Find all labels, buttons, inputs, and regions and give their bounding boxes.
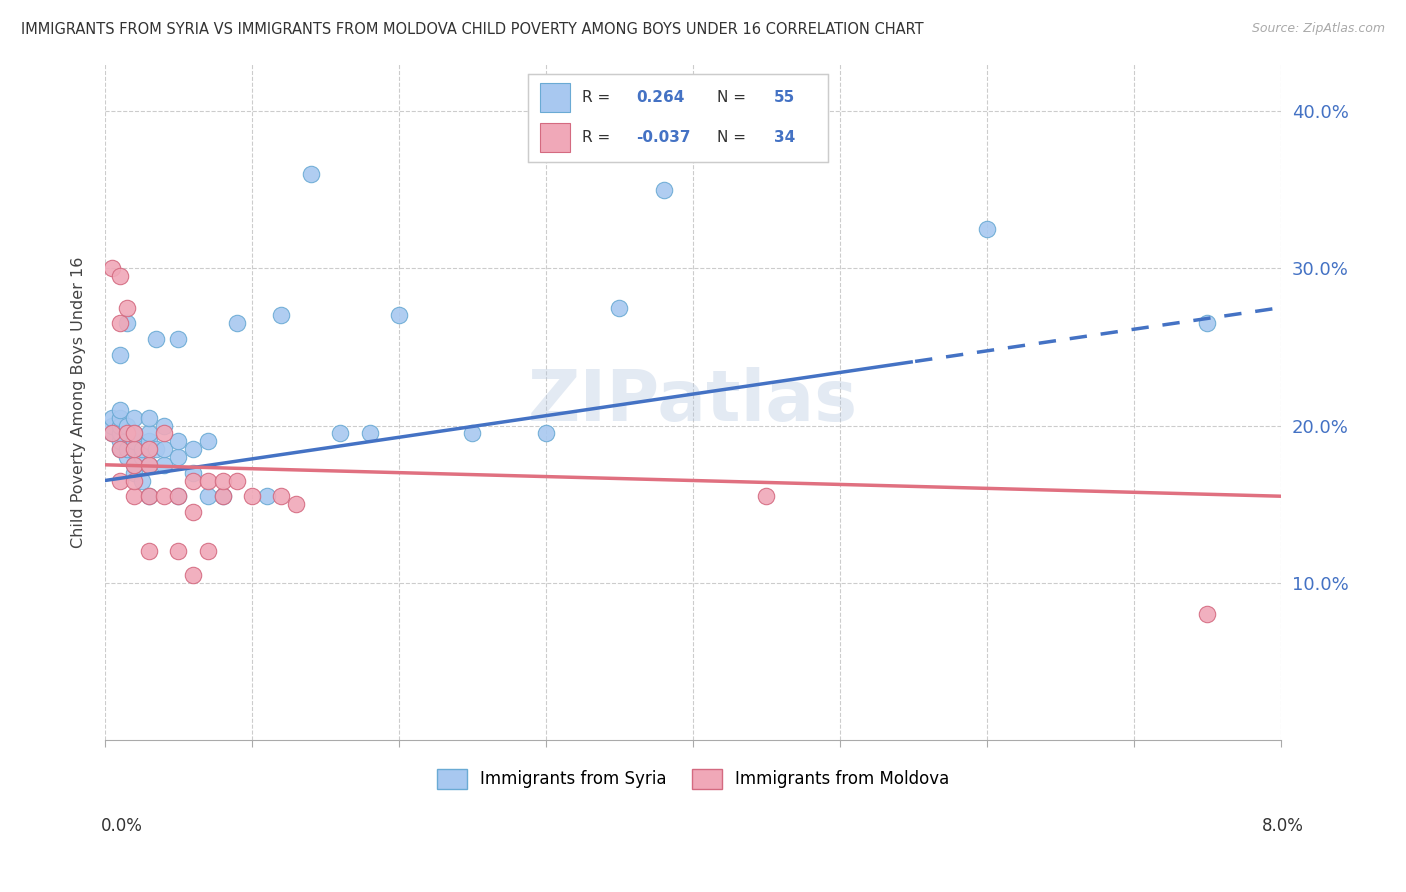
Point bbox=[211, 474, 233, 488]
Text: IMMIGRANTS FROM SYRIA VS IMMIGRANTS FROM MOLDOVA CHILD POVERTY AMONG BOYS UNDER : IMMIGRANTS FROM SYRIA VS IMMIGRANTS FROM… bbox=[21, 22, 924, 37]
Point bbox=[131, 474, 153, 488]
Point bbox=[270, 489, 292, 503]
Point bbox=[108, 418, 131, 433]
Point bbox=[226, 317, 249, 331]
Point bbox=[152, 489, 174, 503]
Point bbox=[115, 450, 138, 464]
Point bbox=[108, 402, 131, 417]
Point bbox=[115, 418, 138, 433]
Legend: Immigrants from Syria, Immigrants from Moldova: Immigrants from Syria, Immigrants from M… bbox=[430, 762, 956, 796]
Point bbox=[652, 183, 675, 197]
Point bbox=[197, 434, 219, 449]
Point bbox=[167, 450, 190, 464]
Point bbox=[145, 442, 167, 456]
Point bbox=[197, 544, 219, 558]
Point bbox=[108, 434, 131, 449]
Point bbox=[138, 489, 160, 503]
Point bbox=[138, 489, 160, 503]
Point bbox=[755, 489, 778, 503]
Point bbox=[359, 426, 381, 441]
Point bbox=[101, 426, 124, 441]
Point bbox=[167, 544, 190, 558]
Point bbox=[101, 410, 124, 425]
Point bbox=[131, 450, 153, 464]
Point bbox=[108, 269, 131, 284]
Point bbox=[124, 442, 146, 456]
Point bbox=[167, 489, 190, 503]
Point bbox=[138, 458, 160, 472]
Point bbox=[285, 497, 308, 511]
Point bbox=[167, 434, 190, 449]
Point bbox=[124, 442, 146, 456]
Point bbox=[124, 426, 146, 441]
Point bbox=[115, 317, 138, 331]
Point bbox=[131, 442, 153, 456]
Point bbox=[138, 434, 160, 449]
Point bbox=[108, 426, 131, 441]
Point bbox=[138, 410, 160, 425]
Point bbox=[101, 418, 124, 433]
Point bbox=[124, 410, 146, 425]
Point bbox=[115, 426, 138, 441]
Point bbox=[329, 426, 352, 441]
Point bbox=[124, 426, 146, 441]
Point bbox=[145, 332, 167, 346]
Point bbox=[124, 458, 146, 472]
Point bbox=[152, 418, 174, 433]
Point bbox=[181, 567, 204, 582]
Point bbox=[1197, 317, 1219, 331]
Point bbox=[101, 426, 124, 441]
Point bbox=[124, 489, 146, 503]
Point bbox=[609, 301, 631, 315]
Point bbox=[108, 410, 131, 425]
Point bbox=[152, 426, 174, 441]
Point bbox=[138, 426, 160, 441]
Point bbox=[115, 301, 138, 315]
Text: ZIPatlas: ZIPatlas bbox=[527, 368, 858, 436]
Point bbox=[108, 442, 131, 456]
Point bbox=[124, 458, 146, 472]
Point bbox=[1197, 607, 1219, 621]
Point bbox=[226, 474, 249, 488]
Text: 8.0%: 8.0% bbox=[1261, 817, 1303, 835]
Point bbox=[211, 489, 233, 503]
Point bbox=[270, 309, 292, 323]
Point bbox=[197, 474, 219, 488]
Point bbox=[108, 348, 131, 362]
Point bbox=[115, 442, 138, 456]
Point bbox=[152, 458, 174, 472]
Point bbox=[240, 489, 263, 503]
Point bbox=[181, 505, 204, 519]
Point bbox=[108, 317, 131, 331]
Point bbox=[181, 474, 204, 488]
Point bbox=[534, 426, 557, 441]
Point bbox=[976, 222, 998, 236]
Point bbox=[299, 167, 322, 181]
Point bbox=[181, 466, 204, 480]
Point bbox=[461, 426, 484, 441]
Point bbox=[124, 466, 146, 480]
Point bbox=[138, 458, 160, 472]
Point bbox=[138, 442, 160, 456]
Point bbox=[124, 434, 146, 449]
Point bbox=[211, 489, 233, 503]
Point bbox=[256, 489, 278, 503]
Y-axis label: Child Poverty Among Boys Under 16: Child Poverty Among Boys Under 16 bbox=[72, 256, 86, 548]
Text: Source: ZipAtlas.com: Source: ZipAtlas.com bbox=[1251, 22, 1385, 36]
Point bbox=[124, 474, 146, 488]
Point bbox=[388, 309, 411, 323]
Point bbox=[181, 442, 204, 456]
Point bbox=[197, 489, 219, 503]
Point bbox=[167, 332, 190, 346]
Point bbox=[108, 442, 131, 456]
Point bbox=[101, 261, 124, 276]
Point bbox=[108, 474, 131, 488]
Point bbox=[138, 544, 160, 558]
Point bbox=[152, 442, 174, 456]
Point bbox=[167, 489, 190, 503]
Text: 0.0%: 0.0% bbox=[101, 817, 143, 835]
